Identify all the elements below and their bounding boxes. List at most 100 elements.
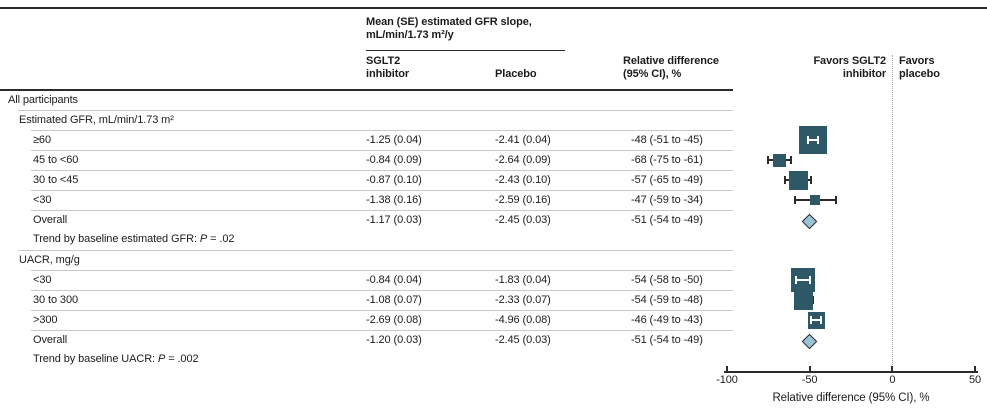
row-label: UACR, mg/g — [19, 254, 80, 266]
row-rule — [31, 330, 733, 331]
table-row: <30 -1.38 (0.16) -2.59 (0.16) -47 (-59 t… — [0, 190, 733, 210]
cell-sglt2: -1.08 (0.07) — [366, 294, 422, 306]
forest-square — [793, 290, 813, 310]
cell-sglt2: -0.84 (0.09) — [366, 154, 422, 166]
forest-ci-cap — [811, 296, 814, 304]
forest-ci — [794, 199, 837, 201]
col-header-sglt2-line2: inhibitor — [366, 68, 410, 80]
row-rule — [31, 130, 733, 131]
cell-reldiff: -54 (-58 to -50) — [631, 274, 703, 286]
row-label: Estimated GFR, mL/min/1.73 m² — [19, 114, 174, 126]
x-axis-line — [724, 371, 978, 373]
forest-ci-cap — [767, 156, 770, 164]
forest-square — [773, 153, 787, 167]
cell-sglt2: -1.25 (0.04) — [366, 134, 422, 146]
table-row: UACR, mg/g — [0, 250, 733, 270]
favors-sglt2-line2: inhibitor — [842, 68, 886, 80]
col-header-reldiff-line1: Relative difference — [623, 55, 719, 67]
forest-ci-cap — [816, 136, 819, 144]
table-row: <30 -0.84 (0.04) -1.83 (0.04) -54 (-58 t… — [0, 270, 733, 290]
row-label: >300 — [33, 314, 58, 326]
row-rule — [31, 170, 733, 171]
forest-ci — [808, 139, 818, 141]
forest-square — [807, 311, 825, 329]
forest-ci — [796, 279, 810, 281]
x-tick — [808, 366, 811, 371]
forest-square — [788, 170, 808, 190]
row-rule — [18, 250, 733, 251]
cell-reldiff: -48 (-51 to -45) — [631, 134, 703, 146]
cell-reldiff: -46 (-49 to -43) — [631, 314, 703, 326]
favors-placebo-line2: placebo — [899, 68, 940, 80]
x-tick — [974, 366, 976, 371]
spanner-title: Mean (SE) estimated GFR slope, mL/min/1.… — [366, 16, 532, 42]
cell-placebo: -2.43 (0.10) — [495, 174, 551, 186]
trend-note-text: Trend by baseline estimated GFR: — [33, 233, 200, 245]
forest-ci-cap — [783, 176, 786, 184]
cell-placebo: -2.59 (0.16) — [495, 194, 551, 206]
favors-placebo-line1: Favors — [899, 55, 935, 67]
col-header-reldiff-line2: (95% CI), % — [623, 68, 682, 80]
row-rule — [18, 110, 733, 111]
cell-placebo: -1.83 (0.04) — [495, 274, 551, 286]
forest-ci-cap — [793, 196, 796, 204]
row-rule — [31, 310, 733, 311]
header-rule — [0, 89, 733, 91]
forest-ci-cap — [807, 136, 809, 144]
forest-ci-cap — [810, 316, 813, 324]
zero-line — [892, 55, 894, 369]
forest-ci-cap — [790, 156, 793, 164]
x-tick-label: 50 — [968, 374, 982, 386]
x-tick — [891, 366, 894, 371]
table-row: Overall -1.20 (0.03) -2.45 (0.03) -51 (-… — [0, 330, 733, 350]
trend-note-p: P — [157, 353, 166, 365]
cell-sglt2: -0.87 (0.10) — [366, 174, 422, 186]
row-label: <30 — [33, 194, 52, 206]
table-row: ≥60 -1.25 (0.04) -2.41 (0.04) -48 (-51 t… — [0, 130, 733, 150]
col-header-placebo: Placebo — [495, 68, 537, 80]
cell-reldiff: -47 (-59 to -34) — [631, 194, 703, 206]
row-rule — [31, 210, 733, 211]
forest-square — [798, 126, 827, 154]
forest-ci-cap — [835, 196, 838, 204]
row-label: Overall — [33, 334, 68, 346]
x-axis-title: Relative difference (95% CI), % — [772, 392, 930, 404]
table-row: 30 to 300 -1.08 (0.07) -2.33 (0.07) -54 … — [0, 290, 733, 310]
forest-ci — [784, 179, 812, 181]
cell-reldiff: -51 (-54 to -49) — [631, 334, 703, 346]
cell-placebo: -2.45 (0.03) — [495, 334, 551, 346]
table-row: Trend by baseline UACR: P = .002 — [0, 350, 733, 370]
cell-placebo: -4.96 (0.08) — [495, 314, 551, 326]
favors-placebo-label: Favors placebo — [899, 55, 940, 81]
cell-reldiff: -57 (-65 to -49) — [631, 174, 703, 186]
favors-sglt2-line1: Favors SGLT2 — [813, 55, 886, 67]
spanner-title-line1: Mean (SE) estimated GFR slope, — [366, 16, 532, 28]
spanner-title-line2: mL/min/1.73 m²/y — [366, 29, 454, 41]
forest-ci — [794, 299, 813, 301]
forest-ci-cap — [795, 276, 798, 284]
trend-note-p: P — [199, 233, 208, 245]
forest-square — [791, 268, 816, 292]
cell-sglt2: -0.84 (0.04) — [366, 274, 422, 286]
table-row: All participants — [0, 90, 733, 110]
forest-ci-cap — [820, 316, 823, 324]
cell-placebo: -2.45 (0.03) — [495, 214, 551, 226]
cell-reldiff: -54 (-59 to -48) — [631, 294, 703, 306]
row-label: 30 to 300 — [33, 294, 78, 306]
forest-ci — [768, 159, 792, 161]
cell-sglt2: -1.20 (0.03) — [366, 334, 422, 346]
row-label: 45 to <60 — [33, 154, 79, 166]
forest-ci-cap — [793, 296, 796, 304]
trend-note-value: = .02 — [207, 233, 235, 245]
col-header-sglt2-line1: SGLT2 — [366, 55, 401, 67]
row-rule — [31, 190, 733, 191]
table-row: Overall -1.17 (0.03) -2.45 (0.03) -51 (-… — [0, 210, 733, 230]
table-row: Trend by baseline estimated GFR: P = .02 — [0, 230, 733, 250]
table-row: Estimated GFR, mL/min/1.73 m² — [0, 110, 733, 130]
forest-ci — [811, 319, 822, 321]
row-rule — [31, 150, 733, 151]
forest-square — [809, 195, 820, 205]
cell-reldiff: -51 (-54 to -49) — [631, 214, 703, 226]
top-rule — [0, 7, 987, 9]
